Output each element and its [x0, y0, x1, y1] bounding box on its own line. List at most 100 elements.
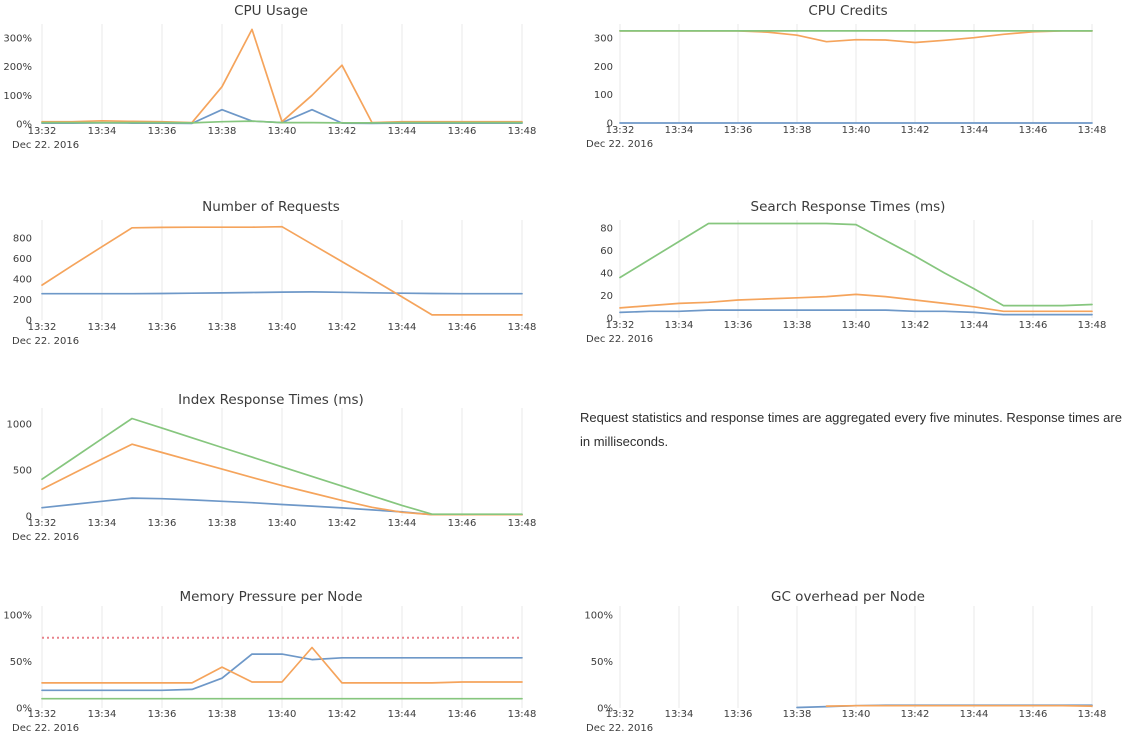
x-tick-label: 13:44 — [960, 125, 989, 136]
x-tick-label: 13:32 — [28, 518, 57, 529]
series-line-orange — [41, 646, 523, 684]
y-tick-label: 0 — [26, 316, 32, 327]
x-tick-label: 13:36 — [724, 709, 753, 720]
y-tick-label: 0 — [607, 119, 613, 130]
date-label: Dec 22. 2016 — [586, 723, 653, 734]
x-tick-label: 13:44 — [388, 518, 417, 529]
x-tick-label: 13:44 — [388, 126, 417, 137]
date-label: Dec 22. 2016 — [12, 532, 79, 543]
x-tick-label: 13:46 — [448, 709, 477, 720]
x-tick-label: 13:40 — [842, 320, 871, 331]
y-tick-label: 80 — [600, 224, 613, 235]
number-of-requests-plot: 0 200 400 600 800 13:32 13:34 13:36 13:38 13:40 13… — [12, 199, 536, 347]
y-tick-label: 100 — [594, 90, 613, 101]
x-tick-label: 13:42 — [328, 709, 357, 720]
x-tick-label: 13:32 — [28, 126, 57, 137]
date-label: Dec 22. 2016 — [12, 723, 79, 734]
series-line-orange — [41, 225, 523, 316]
x-tick-label: 13:40 — [842, 125, 871, 136]
chart-title: CPU Credits — [808, 3, 887, 19]
y-tick-label: 40 — [600, 269, 613, 280]
chart-title: GC overhead per Node — [771, 589, 925, 605]
x-tick-label: 13:42 — [328, 126, 357, 137]
x-tick-label: 13:42 — [328, 518, 357, 529]
y-tick-label: 300 — [594, 34, 613, 45]
chart-search-response-times: 0 20 40 60 80 13:32 13:34 13:36 13:38 13:40 13:42 1… — [580, 195, 1131, 350]
x-tick-label: 13:34 — [88, 518, 117, 529]
y-tick-label: 200% — [3, 62, 32, 73]
x-tick-label: 13:36 — [148, 322, 177, 333]
x-tick-label: 13:32 — [606, 709, 635, 720]
chart-cpu-usage: 0% 100% 200% 300% 13:32 13:34 13:36 13:38 13:40 1… — [0, 0, 545, 160]
x-tick-label: 13:34 — [665, 709, 694, 720]
x-tick-label: 13:42 — [328, 322, 357, 333]
x-tick-label: 13:40 — [842, 709, 871, 720]
y-tick-label: 60 — [600, 246, 613, 257]
x-tick-label: 13:48 — [508, 518, 537, 529]
x-tick-label: 13:40 — [268, 322, 297, 333]
y-tick-label: 300% — [3, 33, 32, 44]
date-label: Dec 22. 2016 — [12, 336, 79, 347]
series-line-blue — [41, 653, 523, 692]
x-tick-label: 13:38 — [208, 518, 237, 529]
chart-gc-overhead: 0% 50% 100% 13:32 13:34 13:36 13:38 13:40 13:42 1… — [580, 585, 1131, 741]
x-tick-label: 13:32 — [28, 322, 57, 333]
index-response-times-plot: 0 500 1000 13:32 13:34 13:36 13:38 13:40 13:42 13… — [7, 392, 537, 543]
x-tick-label: 13:46 — [1019, 709, 1048, 720]
x-tick-label: 13:36 — [724, 125, 753, 136]
x-tick-label: 13:44 — [388, 709, 417, 720]
y-tick-label: 400 — [13, 275, 32, 286]
x-tick-label: 13:38 — [783, 320, 812, 331]
x-tick-label: 13:34 — [88, 322, 117, 333]
x-tick-label: 13:36 — [148, 126, 177, 137]
x-tick-label: 13:48 — [1078, 709, 1107, 720]
x-tick-label: 13:32 — [28, 709, 57, 720]
y-tick-label: 500 — [13, 466, 32, 477]
y-tick-label: 0% — [16, 704, 32, 715]
x-tick-label: 13:34 — [665, 125, 694, 136]
aggregation-note: Request statistics and response times ar… — [580, 410, 1122, 449]
x-tick-label: 13:38 — [208, 126, 237, 137]
x-tick-label: 13:46 — [448, 518, 477, 529]
y-tick-label: 50% — [591, 657, 613, 668]
x-tick-label: 13:44 — [960, 320, 989, 331]
x-tick-label: 13:48 — [508, 709, 537, 720]
y-tick-label: 800 — [13, 234, 32, 245]
series-line-orange — [619, 293, 1093, 313]
cpu-credits-plot: 0 100 200 300 13:32 13:34 13:36 13:38 13:40 13:42… — [586, 3, 1106, 150]
x-tick-label: 13:48 — [1078, 320, 1107, 331]
chart-title: Search Response Times (ms) — [751, 199, 946, 215]
chart-title: Number of Requests — [202, 199, 340, 215]
series-line-blue — [41, 291, 523, 295]
search-response-times-plot: 0 20 40 60 80 13:32 13:34 13:36 13:38 13:40 13:42 1… — [586, 199, 1107, 345]
x-tick-label: 13:36 — [148, 518, 177, 529]
series-line-orange — [41, 28, 523, 124]
x-tick-label: 13:38 — [783, 709, 812, 720]
y-tick-label: 0 — [26, 512, 32, 523]
x-tick-label: 13:34 — [88, 709, 117, 720]
cpu-usage-plot: 0% 100% 200% 300% 13:32 13:34 13:36 13:38 13:40 1… — [3, 3, 536, 151]
x-tick-label: 13:46 — [448, 126, 477, 137]
y-tick-label: 200 — [13, 295, 32, 306]
x-tick-label: 13:36 — [148, 709, 177, 720]
x-tick-label: 13:42 — [901, 125, 930, 136]
x-tick-label: 13:46 — [448, 322, 477, 333]
x-tick-label: 13:44 — [388, 322, 417, 333]
x-tick-label: 13:46 — [1019, 320, 1048, 331]
memory-pressure-plot: 0% 50% 100% 13:32 13:34 13:36 13:38 13:40 13:42 1… — [3, 589, 537, 734]
x-tick-label: 13:38 — [783, 125, 812, 136]
x-tick-label: 13:38 — [208, 322, 237, 333]
y-tick-label: 100% — [584, 611, 613, 622]
y-tick-label: 600 — [13, 254, 32, 265]
y-tick-label: 20 — [600, 291, 613, 302]
x-tick-label: 13:32 — [606, 320, 635, 331]
series-line-green — [41, 417, 523, 516]
y-tick-label: 0% — [597, 704, 613, 715]
x-tick-label: 13:40 — [268, 518, 297, 529]
x-tick-label: 13:40 — [268, 709, 297, 720]
y-tick-label: 0 — [607, 314, 613, 325]
x-tick-label: 13:40 — [268, 126, 297, 137]
y-tick-label: 1000 — [7, 420, 32, 431]
series-line-green — [619, 222, 1093, 307]
